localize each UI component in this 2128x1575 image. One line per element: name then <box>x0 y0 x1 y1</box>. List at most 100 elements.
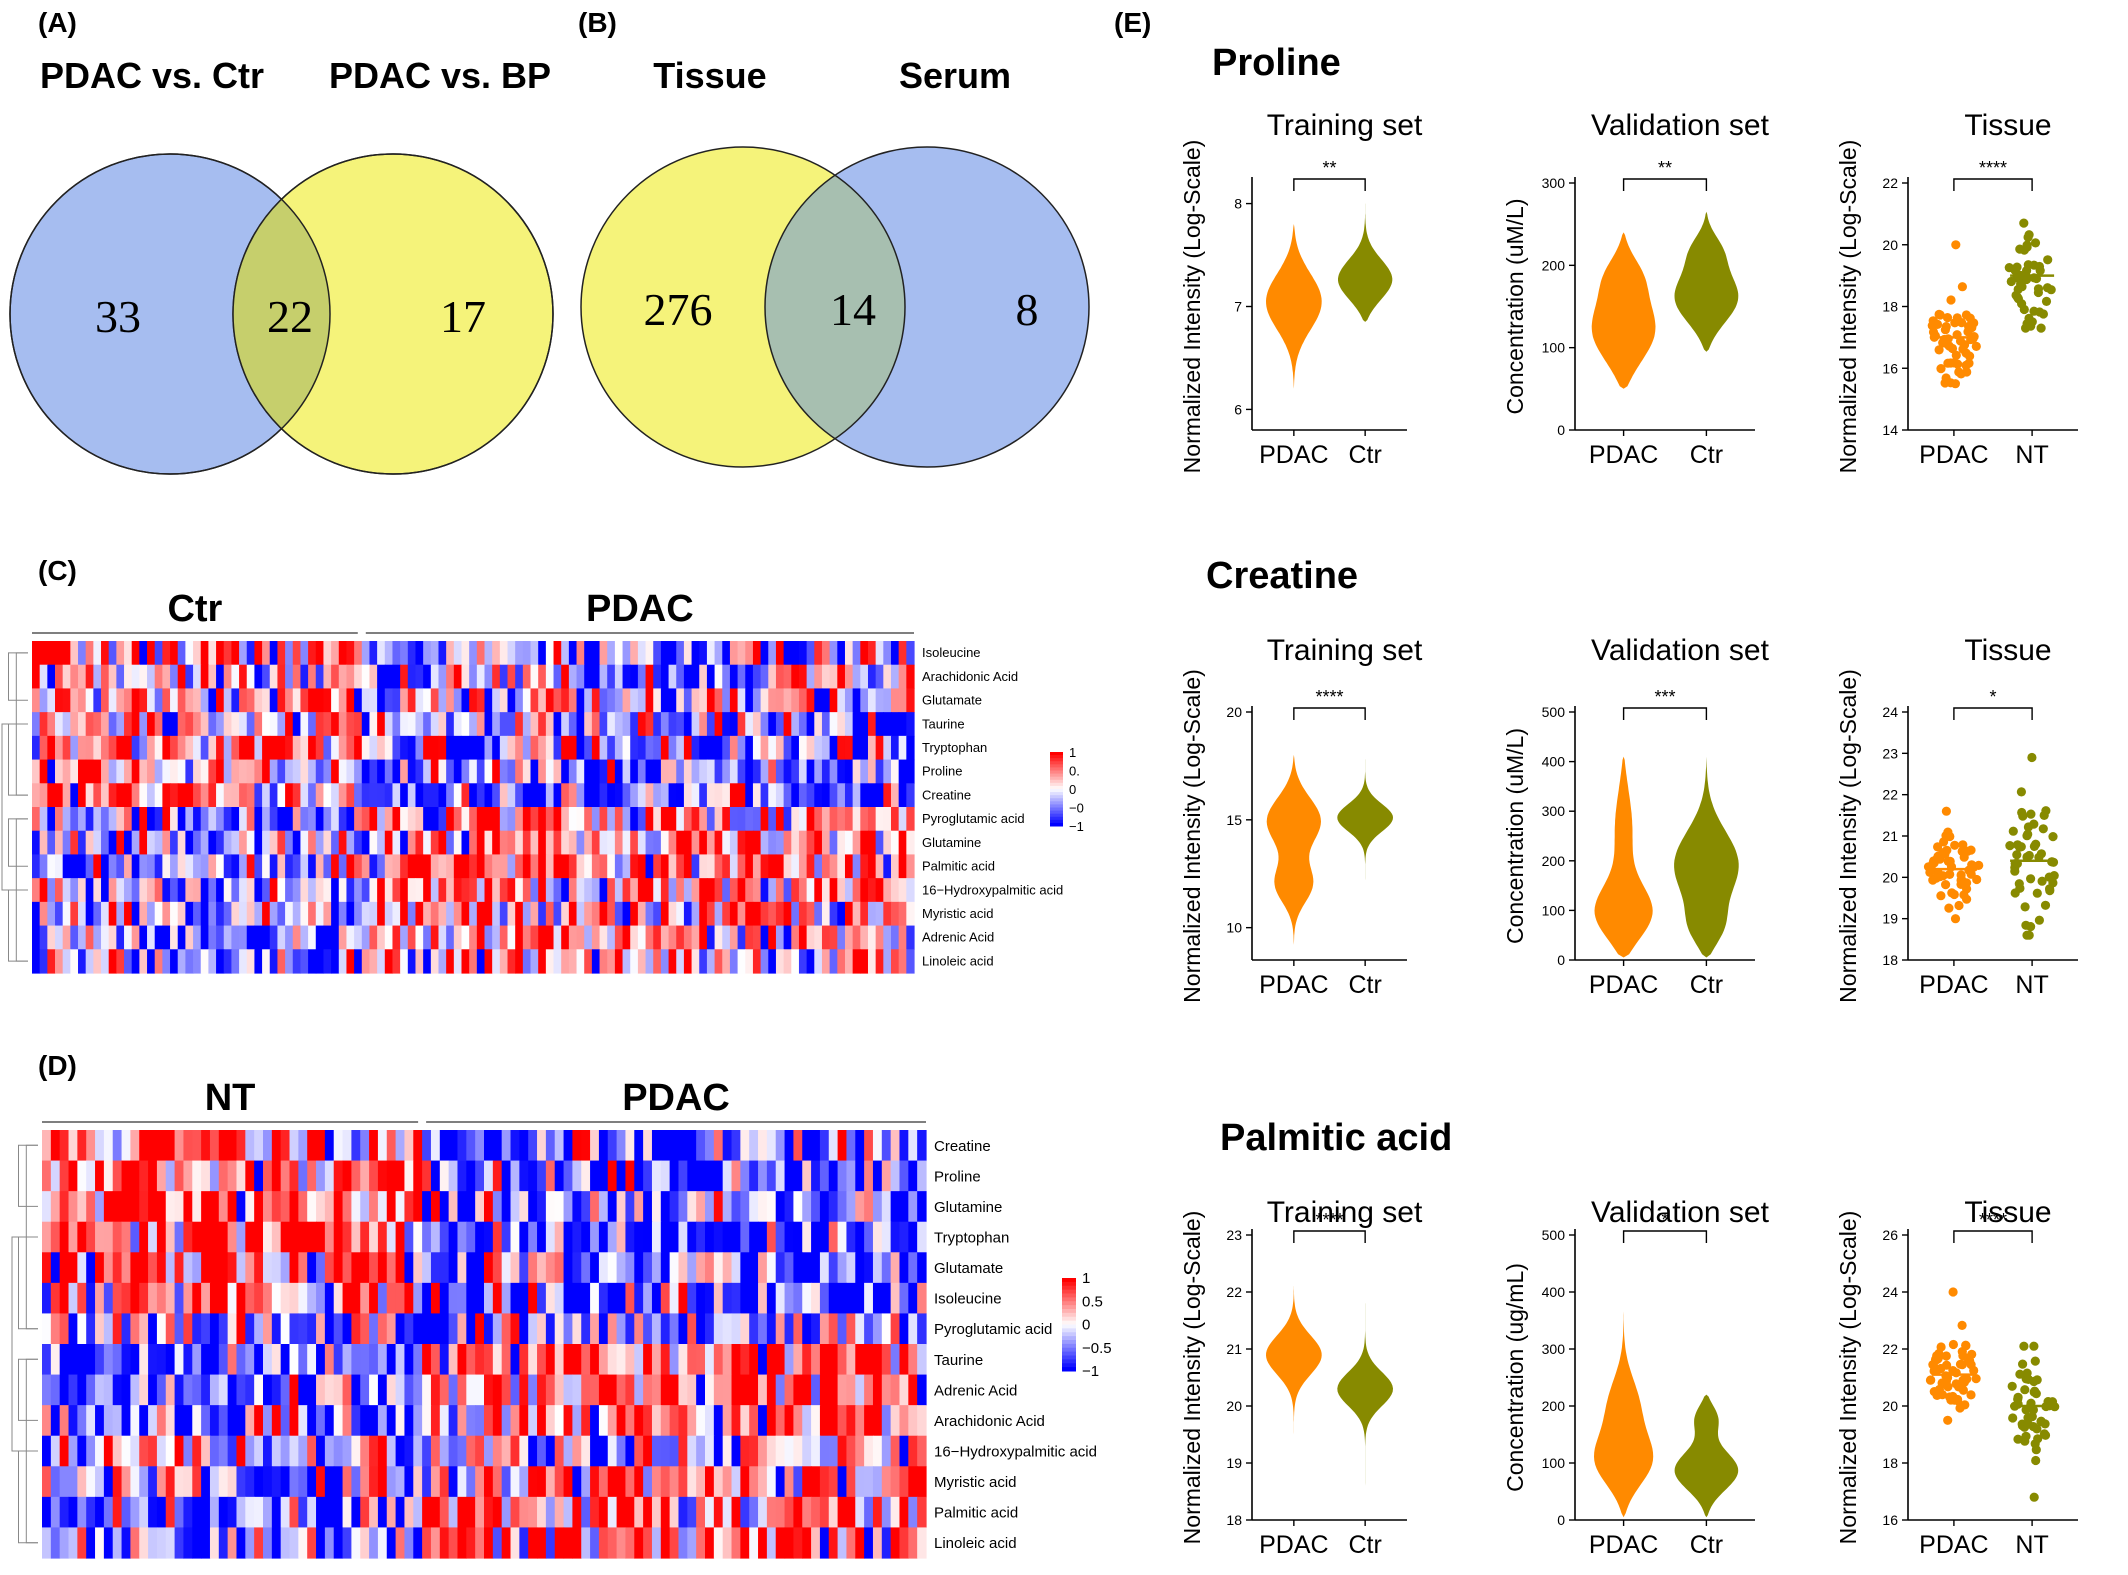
heatmap-cell <box>598 1191 609 1223</box>
heatmap-cell <box>42 1313 52 1345</box>
heatmap-cell <box>85 949 94 974</box>
legend-swatch <box>1050 810 1063 815</box>
heatmap-cell <box>124 807 133 832</box>
heatmap-cell <box>890 925 900 950</box>
heatmap-cell <box>590 1160 600 1192</box>
x-tick-label: NT <box>2015 441 2048 469</box>
heatmap-cell <box>50 1313 61 1345</box>
heatmap-cell <box>651 1496 662 1529</box>
heatmap-cell <box>338 854 348 879</box>
heatmap-cell <box>607 1252 618 1284</box>
x-tick-label: PDAC <box>1589 441 1658 469</box>
heatmap-cell <box>308 735 317 761</box>
heatmap-cell <box>784 1374 794 1406</box>
heatmap-cell <box>200 641 209 666</box>
heatmap-cell <box>591 807 601 832</box>
heatmap-cell <box>561 783 570 808</box>
heatmap-cell <box>576 735 585 761</box>
heatmap-cell <box>844 759 854 784</box>
data-point <box>2019 218 2029 228</box>
heatmap-cell <box>223 688 233 713</box>
heatmap-cell <box>821 830 831 856</box>
heatmap-cell <box>216 688 225 713</box>
heatmap-cell <box>545 735 555 761</box>
heatmap-cell <box>209 1130 220 1162</box>
heatmap-cell <box>499 878 509 903</box>
heatmap-cell <box>806 759 815 784</box>
heatmap-cell <box>413 1435 423 1467</box>
heatmap-cell <box>678 1405 688 1437</box>
heatmap-cell <box>47 641 56 666</box>
heatmap-cell <box>705 1496 715 1529</box>
heatmap-cell <box>446 688 455 713</box>
heatmap-cell <box>448 1130 459 1162</box>
heatmap-cell <box>783 854 792 879</box>
heatmap-cell <box>271 1527 282 1559</box>
heatmap-cell <box>837 1405 848 1437</box>
heatmap-cell <box>507 830 516 856</box>
heatmap-cell <box>177 878 186 903</box>
heatmap-cell <box>499 664 509 690</box>
data-point <box>2007 1381 2017 1391</box>
heatmap-cell <box>507 759 516 784</box>
data-point <box>2048 878 2058 888</box>
heatmap-cell <box>108 925 117 950</box>
heatmap-cell <box>705 1527 715 1559</box>
heatmap-cell <box>70 759 79 784</box>
heatmap-cell <box>124 688 133 713</box>
significance-label: * <box>1661 1210 1668 1230</box>
heatmap-cell <box>802 1496 812 1529</box>
heatmap-cell <box>331 759 340 784</box>
heatmap-cell <box>855 1496 865 1529</box>
y-tick-label: 19 <box>1882 911 1898 927</box>
heatmap-cell <box>829 925 838 950</box>
data-point <box>1952 313 1962 323</box>
heatmap-cell <box>890 641 900 666</box>
heatmap-cell <box>634 1130 644 1162</box>
heatmap-cell <box>68 1435 78 1467</box>
significance-bracket <box>1622 178 1708 191</box>
heatmap-cell <box>342 1374 352 1406</box>
heatmap-cell <box>231 641 240 666</box>
heatmap-cell <box>139 783 148 808</box>
legend-swatch <box>1062 1340 1076 1345</box>
heatmap-cell <box>354 925 363 950</box>
heatmap-cell <box>630 901 639 927</box>
heatmap-cell <box>246 664 256 690</box>
heatmap-cell <box>59 1282 70 1315</box>
heatmap-cell <box>515 735 524 761</box>
heatmap-cell <box>740 1130 750 1162</box>
legend-swatch <box>1062 1324 1076 1329</box>
heatmap-cell <box>492 641 501 666</box>
heatmap-cell <box>898 949 907 974</box>
heatmap-cell <box>116 735 125 761</box>
heatmap-cell <box>231 759 240 784</box>
heatmap-cell <box>269 783 279 808</box>
heatmap-cell <box>501 1191 512 1223</box>
heatmap-cell <box>404 1130 414 1162</box>
heatmap-cell <box>300 664 309 690</box>
data-point <box>2041 806 2051 816</box>
heatmap-cell <box>461 712 470 737</box>
heatmap-cell <box>625 1313 635 1345</box>
heatmap-cell <box>766 1282 777 1315</box>
heatmap-cell <box>395 1435 406 1467</box>
heatmap-cell <box>86 1282 96 1315</box>
heatmap-cell <box>783 878 792 903</box>
heatmap-cell <box>561 878 570 903</box>
heatmap-cell <box>323 901 332 927</box>
heatmap-cell <box>653 925 662 950</box>
heatmap-cell <box>384 735 394 761</box>
heatmap-cell <box>246 688 256 713</box>
heatmap-cell <box>346 688 355 713</box>
heatmap-cell <box>147 688 156 713</box>
heatmap-cell <box>68 1221 78 1253</box>
heatmap-cell <box>828 1374 839 1406</box>
heatmap-cell <box>384 925 394 950</box>
heatmap-cell <box>315 759 325 784</box>
heatmap-cell <box>814 830 823 856</box>
heatmap-cell <box>614 878 624 903</box>
heatmap-cell <box>768 830 777 856</box>
